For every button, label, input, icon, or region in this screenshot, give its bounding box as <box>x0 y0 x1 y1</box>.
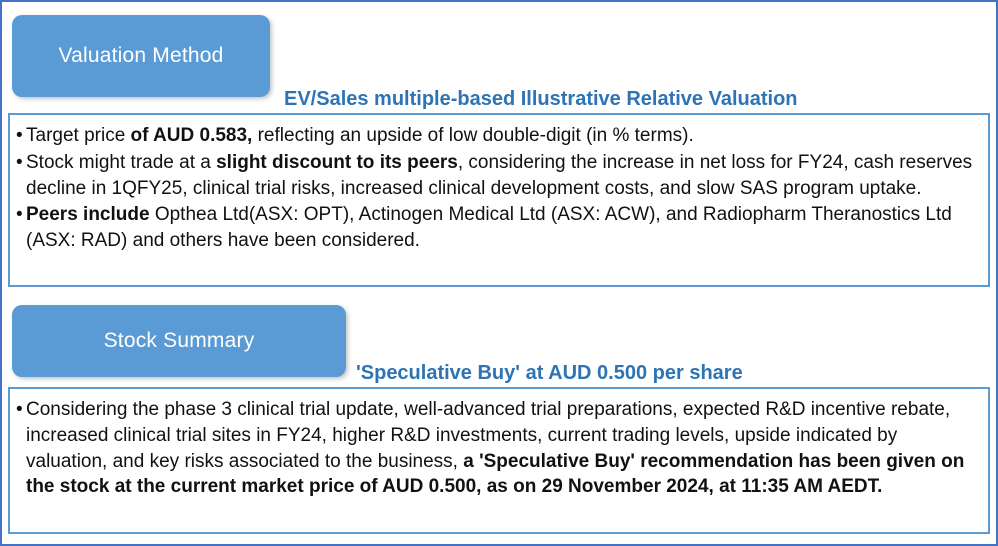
text-segment: , considering the increase in net loss f… <box>26 151 973 199</box>
tab-label: Stock Summary <box>103 329 255 352</box>
text-segment: Stock might trade at a <box>26 151 217 173</box>
bullet-text: Considering the phase 3 clinical trial u… <box>26 397 978 500</box>
valuation-method-section: Valuation Method EV/Sales multiple-based… <box>8 7 990 287</box>
stock-summary-content-box: • Considering the phase 3 clinical trial … <box>8 387 990 534</box>
tab-valuation-method: Valuation Method <box>12 15 270 97</box>
bullet-item: • Stock might trade at a slight discount… <box>16 150 978 202</box>
text-segment: Opthea Ltd(ASX: OPT), Actinogen Medical … <box>26 204 952 252</box>
text-segment: Considering the phase 3 clinical trial u… <box>26 399 951 472</box>
bullet-item: • Considering the phase 3 clinical trial … <box>16 397 978 500</box>
text-segment: Peers include <box>26 204 150 226</box>
bullet-item: • Peers include Opthea Ltd(ASX: OPT), Ac… <box>16 202 978 254</box>
bullet-icon: • <box>16 204 23 226</box>
bullet-list: • Considering the phase 3 clinical trial … <box>16 397 978 500</box>
bullet-text: Peers include Opthea Ltd(ASX: OPT), Acti… <box>26 202 978 254</box>
tab-stock-summary: Stock Summary <box>12 305 346 377</box>
valuation-method-content-box: • Target price of AUD 0.583, reflecting a… <box>8 113 990 287</box>
bullet-text: Target price of AUD 0.583, reflecting an… <box>26 123 978 149</box>
stock-summary-header: Stock Summary 'Speculative Buy' at AUD 0… <box>8 295 990 387</box>
valuation-method-heading: EV/Sales multiple-based Illustrative Rel… <box>284 88 798 110</box>
bullet-text: Stock might trade at a slight discount t… <box>26 150 978 202</box>
stock-summary-heading: 'Speculative Buy' at AUD 0.500 per share <box>356 362 743 384</box>
bullet-icon: • <box>16 151 23 173</box>
text-segment: a 'Speculative Buy' recommendation has b… <box>26 450 965 498</box>
stock-summary-section: Stock Summary 'Speculative Buy' at AUD 0… <box>8 295 990 534</box>
text-segment: reflecting an upside of low double-digit… <box>252 125 694 146</box>
bullet-item: • Target price of AUD 0.583, reflecting a… <box>16 123 978 149</box>
bullet-list: • Target price of AUD 0.583, reflecting a… <box>16 123 978 254</box>
tab-label: Valuation Method <box>58 44 224 67</box>
text-segment: slight discount to its peers <box>216 151 458 173</box>
bullet-icon: • <box>16 399 23 420</box>
valuation-method-header: Valuation Method EV/Sales multiple-based… <box>8 7 990 113</box>
text-segment: Target price <box>26 125 131 146</box>
text-segment: of AUD 0.583, <box>130 125 253 146</box>
bullet-icon: • <box>16 125 23 146</box>
